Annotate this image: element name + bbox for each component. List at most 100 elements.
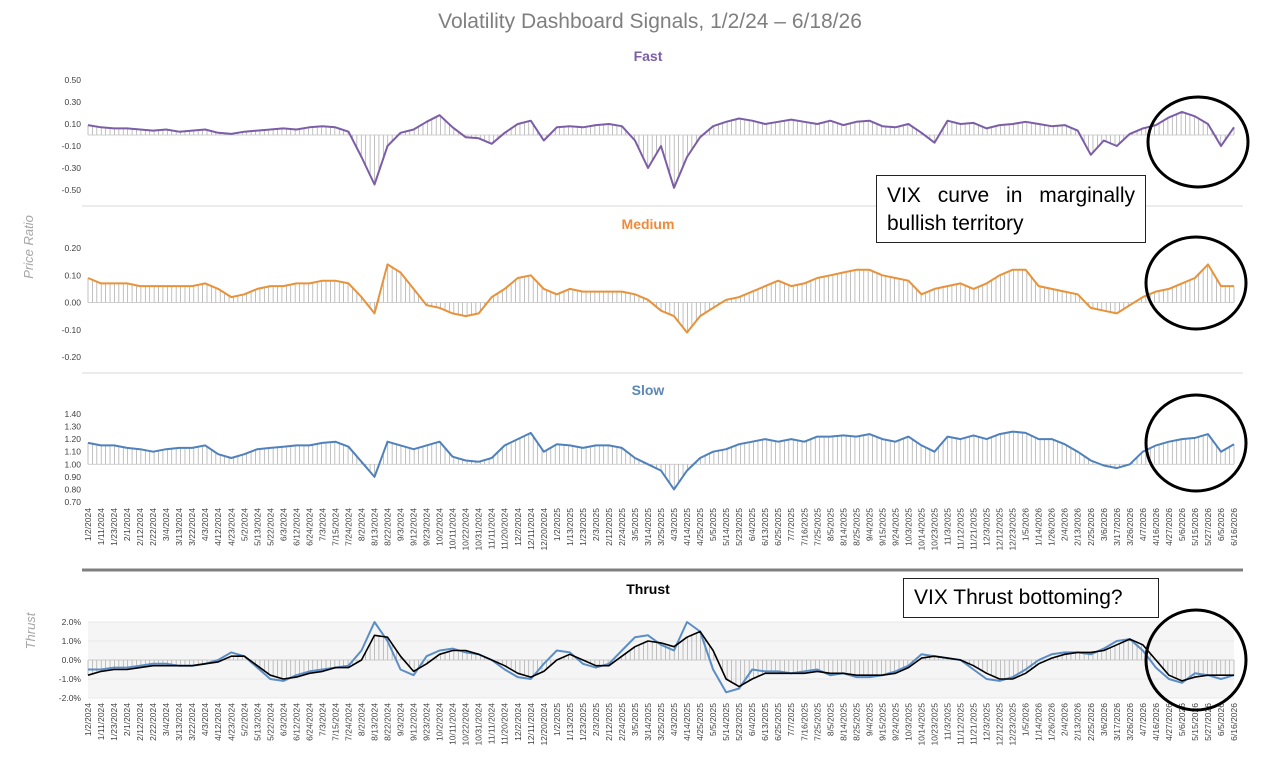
x-tick-label: 8/13/2024 — [370, 703, 380, 741]
x-tick-label: 11/20/2024 — [500, 703, 510, 745]
x-tick-label: 6/3/2024 — [278, 508, 288, 541]
x-tick-label: 5/27/2026 — [1203, 703, 1213, 741]
x-tick-label: 12/12/2025 — [995, 703, 1005, 746]
curve-annotation-box: VIX curve in marginally bullish territor… — [876, 175, 1146, 243]
y-tick-label-slow: 0.70 — [64, 497, 81, 507]
x-tick-label: 10/23/2025 — [930, 703, 940, 746]
x-tick-label: 7/3/2024 — [317, 508, 327, 541]
x-tick-label: 1/11/2024 — [96, 508, 106, 545]
x-tick-label: 10/22/2024 — [461, 703, 471, 746]
x-tick-label: 12/23/2025 — [1008, 703, 1018, 746]
x-tick-label: 9/4/2025 — [864, 703, 874, 736]
x-tick-label: 1/13/2025 — [565, 703, 575, 741]
y-tick-label-slow: 1.20 — [64, 434, 81, 444]
x-tick-label: 3/5/2025 — [630, 508, 640, 541]
x-tick-label: 11/12/2025 — [956, 508, 966, 550]
x-tick-label: 2/1/2024 — [122, 703, 132, 736]
x-tick-label: 6/24/2024 — [304, 508, 314, 546]
x-tick-label: 11/12/2025 — [956, 703, 966, 745]
series-line-thrust-fast — [88, 621, 1235, 694]
y-axis-title-price-ratio: Price Ratio — [21, 215, 36, 279]
y-tick-label-thrust: 1.0% — [62, 636, 82, 646]
thrust-annotation-text: VIX Thrust bottoming? — [914, 586, 1123, 609]
x-tick-label: 1/2/2025 — [552, 703, 562, 736]
x-tick-label: 5/13/2024 — [252, 508, 262, 546]
x-tick-label: 12/2/2024 — [513, 508, 523, 546]
x-tick-label: 4/12/2024 — [213, 508, 223, 546]
x-tick-label: 10/14/2025 — [917, 508, 927, 551]
x-tick-label: 3/13/2024 — [174, 508, 184, 546]
x-tick-label: 8/25/2025 — [851, 703, 861, 741]
x-tick-label: 3/26/2026 — [1125, 508, 1135, 546]
x-tick-label: 2/22/2024 — [148, 508, 158, 546]
x-tick-label: 1/5/2026 — [1021, 508, 1031, 541]
x-tick-label: 12/11/2024 — [526, 703, 536, 745]
x-tick-label: 3/4/2024 — [161, 508, 171, 541]
y-tick-label-slow: 1.40 — [64, 409, 81, 419]
series-line-thrust-slow — [87, 630, 1234, 688]
x-tick-label: 5/22/2024 — [265, 508, 275, 546]
x-tick-label: 2/3/2025 — [591, 703, 601, 736]
x-tick-label: 4/27/2026 — [1164, 508, 1174, 546]
x-tick-label: 6/4/2025 — [747, 508, 757, 541]
x-tick-label: 12/3/2025 — [982, 508, 992, 546]
x-tick-label: 1/26/2026 — [1047, 703, 1057, 741]
x-tick-label: 5/5/2025 — [708, 508, 718, 541]
y-tick-label-fast: -0.30 — [62, 163, 82, 173]
highlight-circle — [1144, 608, 1248, 712]
x-tick-label: 8/2/2024 — [357, 703, 367, 736]
y-tick-label-fast: 0.50 — [64, 75, 81, 85]
x-tick-label: 1/11/2024 — [96, 703, 106, 740]
histogram-medium — [87, 264, 1235, 332]
x-tick-label: 7/15/2024 — [330, 703, 340, 741]
x-tick-label: 3/22/2024 — [187, 703, 197, 741]
y-tick-label-slow: 0.80 — [64, 484, 81, 494]
x-tick-label: 11/3/2025 — [943, 703, 953, 740]
x-tick-label: 2/3/2025 — [591, 508, 601, 541]
y-tick-label-thrust: -1.0% — [59, 674, 82, 684]
x-tick-label: 2/12/2024 — [135, 508, 145, 546]
panel-slow: Slow 1.40 1.30 1.20 1.10 1.00 0.90 0.80 0.70 — [64, 382, 1235, 507]
x-tick-label: 2/25/2026 — [1086, 508, 1096, 546]
x-tick-label: 3/26/2026 — [1125, 703, 1135, 741]
panel-medium: Medium 0.20 0.10 0.00 -0.10 -0.20 — [62, 216, 1243, 374]
x-tick-label: 2/22/2024 — [148, 703, 158, 741]
x-tick-label: 1/14/2026 — [1034, 508, 1044, 546]
x-tick-label: 5/15/2026 — [1190, 508, 1200, 546]
x-tick-label: 4/23/2024 — [226, 703, 236, 741]
x-tick-label: 2/24/2025 — [617, 508, 627, 546]
x-tick-label: 4/16/2026 — [1151, 508, 1161, 546]
x-tick-label: 11/20/2024 — [500, 508, 510, 550]
x-tick-label: 7/25/2025 — [812, 508, 822, 546]
y-tick-label-slow: 1.10 — [64, 447, 81, 457]
panel-title-slow: Slow — [632, 382, 665, 398]
x-tick-label: 3/6/2026 — [1099, 508, 1109, 541]
y-tick-label-medium: 0.00 — [64, 298, 81, 308]
x-tick-label: 2/1/2024 — [122, 508, 132, 541]
x-tick-label: 9/12/2024 — [409, 508, 419, 546]
x-tick-label: 7/7/2025 — [786, 508, 796, 541]
highlight-circle — [1146, 95, 1250, 189]
x-tick-label: 10/31/2024 — [474, 508, 484, 551]
y-tick-label-fast: -0.10 — [62, 141, 82, 151]
y-tick-label-medium: -0.20 — [62, 352, 82, 362]
y-tick-label-slow: 0.90 — [64, 472, 81, 482]
x-tick-label: 4/14/2025 — [682, 703, 692, 741]
x-tick-label: 2/13/2026 — [1073, 508, 1083, 546]
x-tick-label: 5/6/2026 — [1177, 508, 1187, 541]
x-tick-label: 5/2/2024 — [239, 703, 249, 736]
x-tick-label: 7/7/2025 — [786, 703, 796, 736]
x-tick-label: 6/12/2024 — [291, 508, 301, 546]
x-tick-label: 10/22/2024 — [461, 508, 471, 551]
x-tick-label: 7/16/2025 — [799, 703, 809, 741]
x-tick-label: 1/26/2026 — [1047, 508, 1057, 546]
x-tick-label: 6/3/2024 — [278, 703, 288, 736]
x-tick-label: 12/20/2024 — [539, 508, 549, 551]
histogram-fast — [87, 112, 1235, 188]
x-tick-label: 10/2/2024 — [435, 508, 445, 546]
curve-annotation-text: VIX curve in marginally bullish territor… — [887, 184, 1135, 235]
x-tick-label: 9/3/2024 — [396, 703, 406, 736]
x-tick-label: 10/23/2025 — [930, 508, 940, 551]
x-tick-label: 8/14/2025 — [838, 703, 848, 741]
x-tick-label: 3/14/2025 — [643, 508, 653, 546]
